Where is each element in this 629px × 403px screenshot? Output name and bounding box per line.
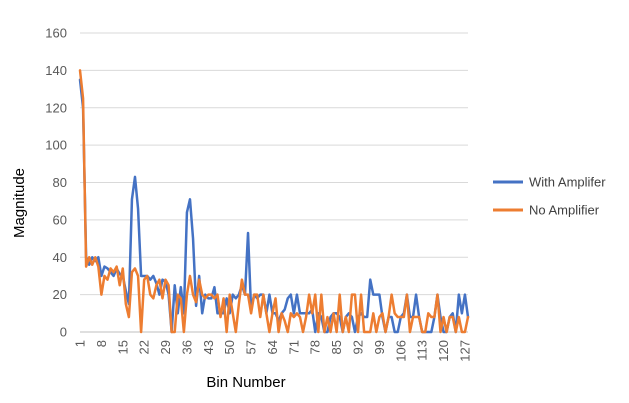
y-tick-label: 60 [53,212,67,227]
x-tick-label: 127 [457,340,472,362]
x-tick-label: 57 [244,340,259,354]
x-tick-label: 85 [329,340,344,354]
series-line-2 [78,69,470,334]
x-tick-label: 71 [286,340,301,354]
y-tick-label: 40 [53,250,67,265]
x-tick-label: 36 [179,340,194,354]
y-tick-label: 140 [45,63,67,78]
x-tick-label: 22 [137,340,152,354]
x-axis-ticks: 1 8 15 22 29 36 43 50 57 64 71 78 85 92 99 106 113 120 127 [73,340,473,362]
x-tick-label: 1 [73,340,88,347]
x-tick-label: 50 [222,340,237,354]
y-axis-ticks: 0 20 40 60 80 100 120 140 160 [45,26,67,340]
series-lines [78,69,470,334]
y-tick-label: 120 [45,100,67,115]
y-axis-title: Magnitude [11,168,28,238]
legend-label-1: With Amplifer [529,175,606,190]
y-tick-label: 160 [45,26,67,41]
x-tick-label: 64 [265,340,280,354]
x-tick-label: 106 [393,340,408,362]
y-tick-label: 80 [53,175,67,190]
x-tick-label: 8 [94,340,109,347]
y-tick-label: 0 [60,325,67,340]
x-axis-title: Bin Number [206,374,285,391]
x-tick-label: 29 [158,340,173,354]
x-tick-label: 43 [201,340,216,354]
x-tick-label: 78 [308,340,323,354]
legend-label-2: No Amplifier [529,203,600,218]
y-tick-label: 100 [45,138,67,153]
x-tick-label: 113 [415,340,430,361]
x-tick-label: 120 [436,340,451,362]
x-tick-label: 92 [351,340,366,354]
y-tick-label: 20 [53,287,67,302]
x-tick-label: 15 [115,340,130,354]
x-tick-label: 99 [372,340,387,354]
legend: With Amplifer No Amplifier [493,175,606,218]
gridlines [80,32,468,296]
